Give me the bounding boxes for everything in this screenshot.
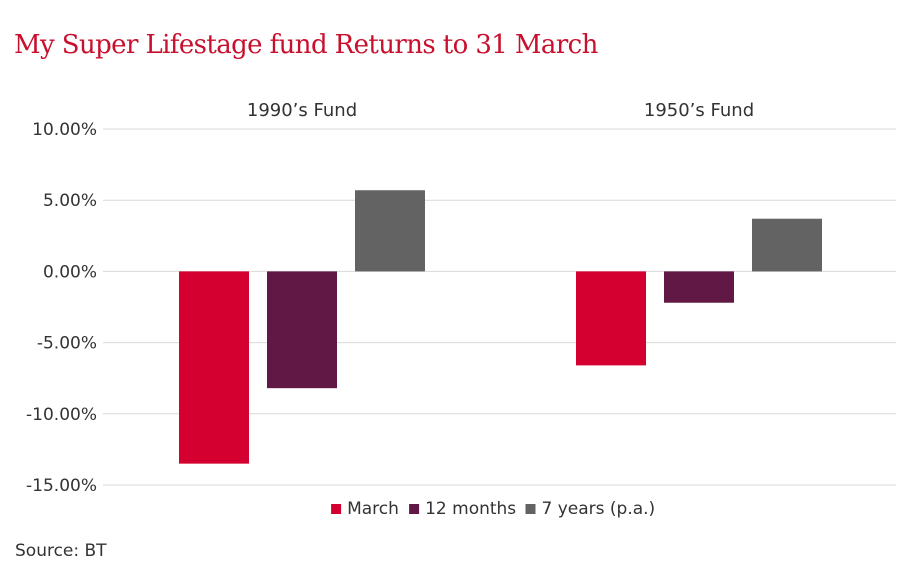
bar-12-months	[267, 271, 337, 389]
legend-label: 12 months	[425, 499, 516, 519]
y-tick-label: -5.00%	[37, 334, 97, 354]
bar-march	[179, 271, 249, 464]
legend-swatch	[525, 504, 536, 514]
y-tick-label: 5.00%	[43, 191, 97, 211]
legend: March 12 months 7 years (p.a.)	[331, 499, 655, 519]
bar-7-years-p-a	[355, 190, 425, 272]
bars	[179, 190, 822, 464]
bar-12-months	[664, 271, 734, 303]
category-label: 1990’s Fund	[247, 100, 357, 121]
y-tick-label: -10.00%	[26, 405, 97, 425]
y-tick-label: 0.00%	[43, 262, 97, 282]
y-tick-label: -15.00%	[26, 476, 97, 496]
legend-label: 7 years (p.a.)	[542, 499, 656, 519]
y-tick-label: 10.00%	[32, 120, 97, 140]
y-axis-tick-labels: 10.00% 5.00% 0.00% -5.00% -10.00% -15.00%	[26, 120, 97, 496]
bar-march	[576, 271, 646, 366]
chart-title: My Super Lifestage fund Returns to 31 Ma…	[14, 30, 598, 60]
category-labels: 1990’s Fund 1950’s Fund	[247, 100, 754, 121]
legend-swatch	[331, 504, 342, 514]
category-label: 1950’s Fund	[644, 100, 754, 121]
bar-7-years-p-a	[752, 218, 822, 272]
source-note: Source: BT	[15, 541, 107, 561]
legend-swatch	[409, 504, 420, 514]
legend-label: March	[347, 499, 399, 519]
